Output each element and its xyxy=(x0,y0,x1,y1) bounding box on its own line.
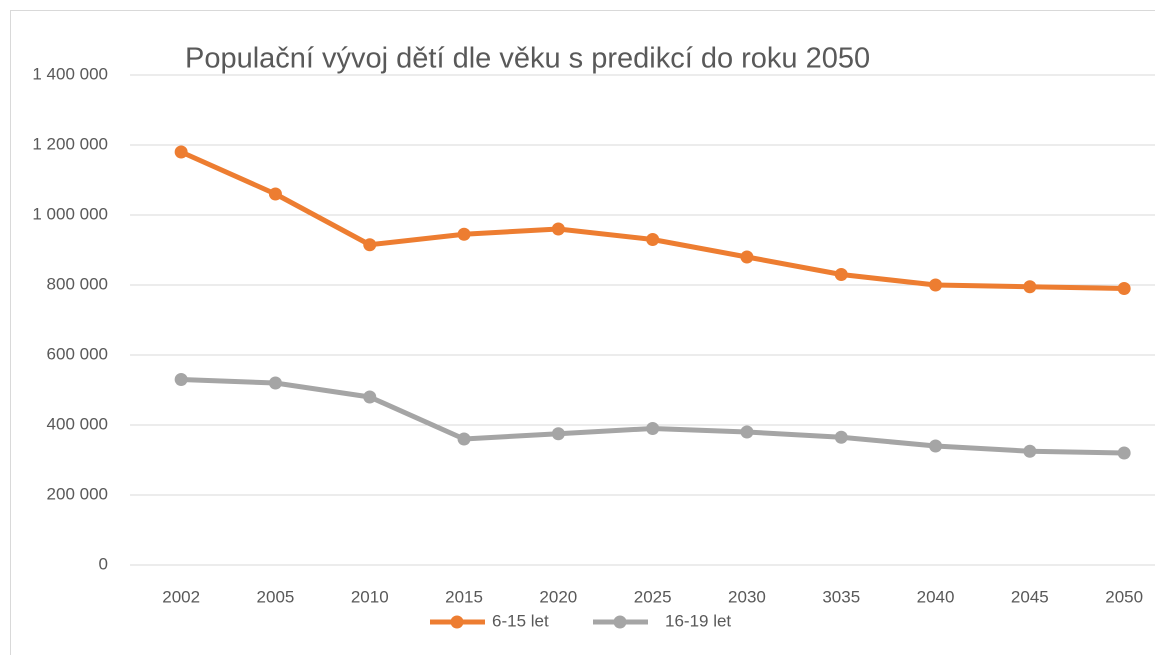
data-point xyxy=(646,422,660,435)
data-point xyxy=(929,439,943,453)
data-point xyxy=(457,227,471,241)
x-tick-label: 2005 xyxy=(257,587,295,606)
x-tick-label: 2015 xyxy=(445,587,483,606)
y-tick-label: 0 xyxy=(99,554,108,573)
data-point xyxy=(551,222,565,236)
series-line xyxy=(180,149,1125,291)
data-point xyxy=(1023,280,1037,294)
x-tick-label: 2040 xyxy=(917,587,955,606)
data-point xyxy=(1117,282,1131,295)
data-point xyxy=(551,427,565,441)
x-tick-label: 2030 xyxy=(728,587,766,606)
data-point xyxy=(268,376,282,390)
data-point xyxy=(457,432,471,446)
legend-label: 6-15 let xyxy=(492,611,549,630)
data-point xyxy=(646,233,660,246)
data-point xyxy=(174,145,188,159)
y-tick-label: 400 000 xyxy=(47,414,108,433)
y-tick-label: 600 000 xyxy=(47,344,108,363)
data-point xyxy=(929,278,943,292)
y-tick-label: 1 000 000 xyxy=(32,204,108,223)
x-tick-label: 2020 xyxy=(539,587,577,606)
data-point xyxy=(1023,444,1037,458)
y-tick-label: 1 200 000 xyxy=(32,134,108,153)
x-tick-label: 3035 xyxy=(822,587,860,606)
data-point xyxy=(740,425,754,439)
x-tick-label: 2010 xyxy=(351,587,389,606)
y-tick-label: 1 400 000 xyxy=(32,64,108,83)
data-point xyxy=(740,250,754,264)
data-point xyxy=(174,373,188,386)
data-point xyxy=(268,187,282,201)
legend-marker xyxy=(450,615,464,629)
data-point xyxy=(1117,446,1131,460)
data-point xyxy=(363,390,377,404)
chart-border xyxy=(10,10,1155,655)
x-tick-label: 2045 xyxy=(1011,587,1049,606)
x-tick-label: 2002 xyxy=(162,587,200,606)
y-tick-label: 800 000 xyxy=(47,274,108,293)
x-tick-label: 2025 xyxy=(634,587,672,606)
data-point xyxy=(834,268,848,281)
y-tick-label: 200 000 xyxy=(47,484,108,503)
data-point xyxy=(834,430,848,444)
series-line xyxy=(181,377,1125,456)
data-point xyxy=(363,238,377,252)
legend-marker xyxy=(613,615,627,629)
chart-title: Populační vývoj dětí dle věku s predikcí… xyxy=(185,43,870,75)
x-tick-label: 2050 xyxy=(1105,587,1143,606)
legend-label: 16-19 let xyxy=(665,611,731,630)
